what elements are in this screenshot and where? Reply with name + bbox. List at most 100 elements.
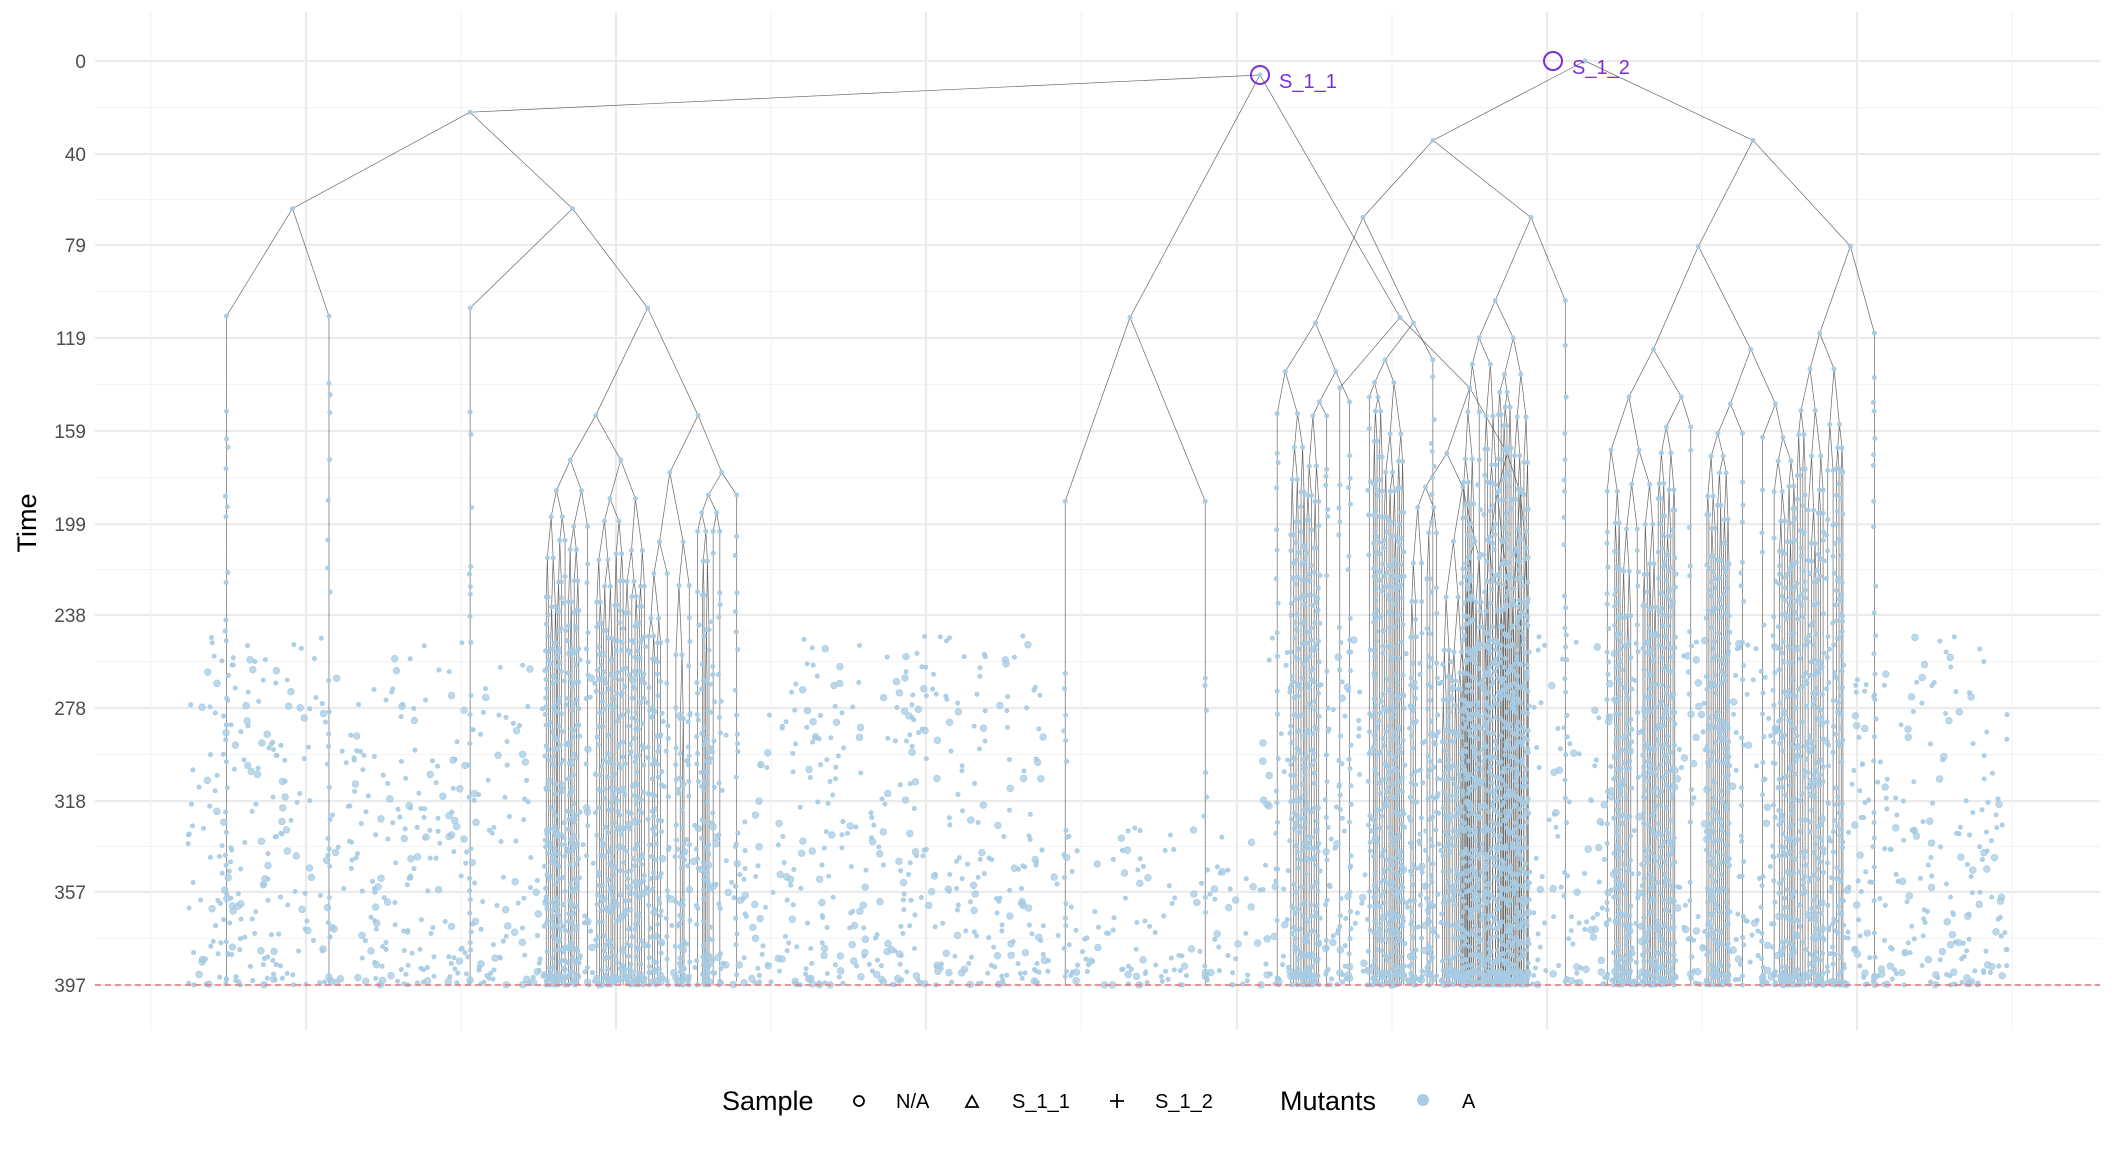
- tree-edge: [1064, 317, 1131, 502]
- tree-edge: [1368, 382, 1375, 398]
- tree-edge: [1490, 364, 1494, 416]
- tree-edge: [1525, 416, 1528, 463]
- tree-edge: [716, 512, 721, 532]
- tree-edge: [573, 526, 577, 550]
- tree-edge: [1400, 433, 1403, 462]
- tree-edge: [658, 618, 661, 643]
- tree-edge: [682, 718, 685, 785]
- tree-edge: [1621, 571, 1624, 618]
- tree-edge: [1291, 447, 1295, 480]
- tree-edge: [559, 540, 562, 582]
- tree-edge: [626, 581, 629, 613]
- tree-edge: [1465, 458, 1469, 483]
- tree-edge: [1631, 449, 1640, 485]
- tree-edge: [1380, 411, 1383, 458]
- tree-edge: [650, 618, 655, 637]
- tree-edge: [1284, 371, 1298, 414]
- tree-edge: [1663, 483, 1665, 516]
- tree-edge: [1649, 524, 1653, 564]
- tree-edge: [1506, 392, 1511, 408]
- tree-edge: [1362, 217, 1414, 324]
- tree-edge: [621, 553, 624, 582]
- tree-edge: [1319, 401, 1327, 417]
- tree-edge: [1475, 557, 1480, 603]
- tree-edge: [1665, 396, 1682, 428]
- tree-edge: [1303, 492, 1306, 547]
- tree-edge: [631, 581, 635, 597]
- tree-edge: [1628, 349, 1654, 397]
- tree-edge: [1520, 374, 1527, 417]
- tree-edge: [1698, 246, 1752, 350]
- tree-edge: [634, 596, 637, 627]
- tree-edge: [1618, 523, 1621, 570]
- tree-edge: [1638, 449, 1650, 485]
- tree-edge: [596, 559, 600, 603]
- tree-edge: [1467, 482, 1470, 505]
- tree-edge: [561, 516, 566, 541]
- tree-edge: [1658, 483, 1661, 499]
- tree-edge: [1425, 486, 1434, 508]
- tree-edge: [625, 581, 628, 613]
- tree-edge: [1653, 349, 1682, 397]
- tree-edge: [1425, 453, 1448, 488]
- tree-edge: [653, 541, 660, 574]
- tree-edge: [697, 512, 703, 532]
- tree-edge: [640, 586, 642, 607]
- tree-edge: [1129, 317, 1206, 502]
- tree-edge: [598, 559, 601, 603]
- tree-edge: [647, 307, 699, 416]
- tree-edge: [1626, 484, 1633, 530]
- tree-edge: [550, 606, 552, 649]
- tree-edge: [702, 561, 705, 596]
- tree-edge: [1527, 462, 1529, 510]
- tree-edge: [1479, 602, 1482, 628]
- tree-edge: [1308, 466, 1312, 496]
- tree-edge: [1459, 672, 1462, 690]
- tree-edge: [599, 602, 602, 624]
- tree-edge: [1469, 387, 1508, 454]
- tree-edge: [550, 516, 554, 558]
- tree-edge: [572, 208, 648, 309]
- tree-edge: [1523, 416, 1527, 463]
- tree-edge: [1649, 563, 1652, 610]
- tree-edge: [1610, 396, 1630, 451]
- tree-edge: [1319, 371, 1337, 403]
- tree-edge: [569, 549, 572, 602]
- tree-edge: [1610, 449, 1618, 492]
- tree-edge: [1398, 461, 1400, 489]
- tree-edge: [551, 557, 554, 607]
- tree-edge: [1516, 547, 1520, 601]
- tree-edge: [604, 559, 609, 587]
- tree-edge: [1453, 486, 1464, 542]
- tree-edge: [1389, 433, 1393, 473]
- tree-edge: [1315, 322, 1337, 372]
- tree-edge: [1313, 501, 1316, 549]
- tree-edge: [1443, 597, 1447, 651]
- tree-edge: [1514, 416, 1518, 456]
- tree-edge: [292, 111, 471, 209]
- tree-edge: [1654, 607, 1657, 634]
- tree-edge: [1374, 441, 1376, 484]
- tree-edge: [1479, 627, 1481, 645]
- tree-edge: [1658, 452, 1662, 484]
- tree-edge: [1512, 337, 1522, 375]
- tree-edge: [1615, 491, 1618, 524]
- tree-edge: [581, 490, 588, 527]
- tree-edge: [1653, 563, 1656, 608]
- tree-edge: [1306, 495, 1309, 521]
- tree-edge: [1649, 484, 1653, 525]
- tree-edge: [1384, 322, 1414, 360]
- tree-edge: [657, 618, 660, 643]
- grid-lines: [95, 12, 2100, 1030]
- tree-edge: [1662, 483, 1665, 516]
- tree-edge: [1752, 140, 1851, 247]
- tree-edge: [1670, 452, 1675, 490]
- tree-edge: [707, 561, 710, 630]
- tree-edge: [575, 549, 579, 581]
- tree-edge: [1631, 484, 1638, 530]
- tree-edge: [708, 472, 723, 496]
- tree-edge: [1463, 459, 1466, 483]
- tree-edge: [1393, 382, 1402, 435]
- tree-edge: [1661, 426, 1667, 453]
- tree-edge: [611, 638, 614, 661]
